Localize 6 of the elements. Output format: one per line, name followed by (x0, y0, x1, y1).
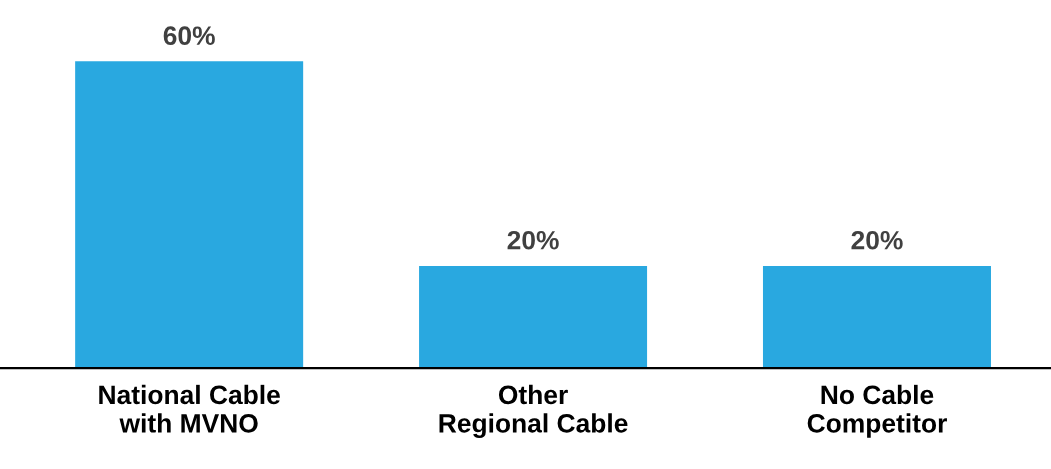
x-tick-label: No Cable Competitor (807, 384, 947, 438)
data-label: 20% (851, 230, 903, 250)
data-label: 60% (163, 26, 215, 46)
x-tick-label: Other Regional Cable (439, 384, 628, 438)
data-label: 20% (507, 230, 559, 250)
x-tick-label: National Cable with MVNO (99, 384, 280, 433)
